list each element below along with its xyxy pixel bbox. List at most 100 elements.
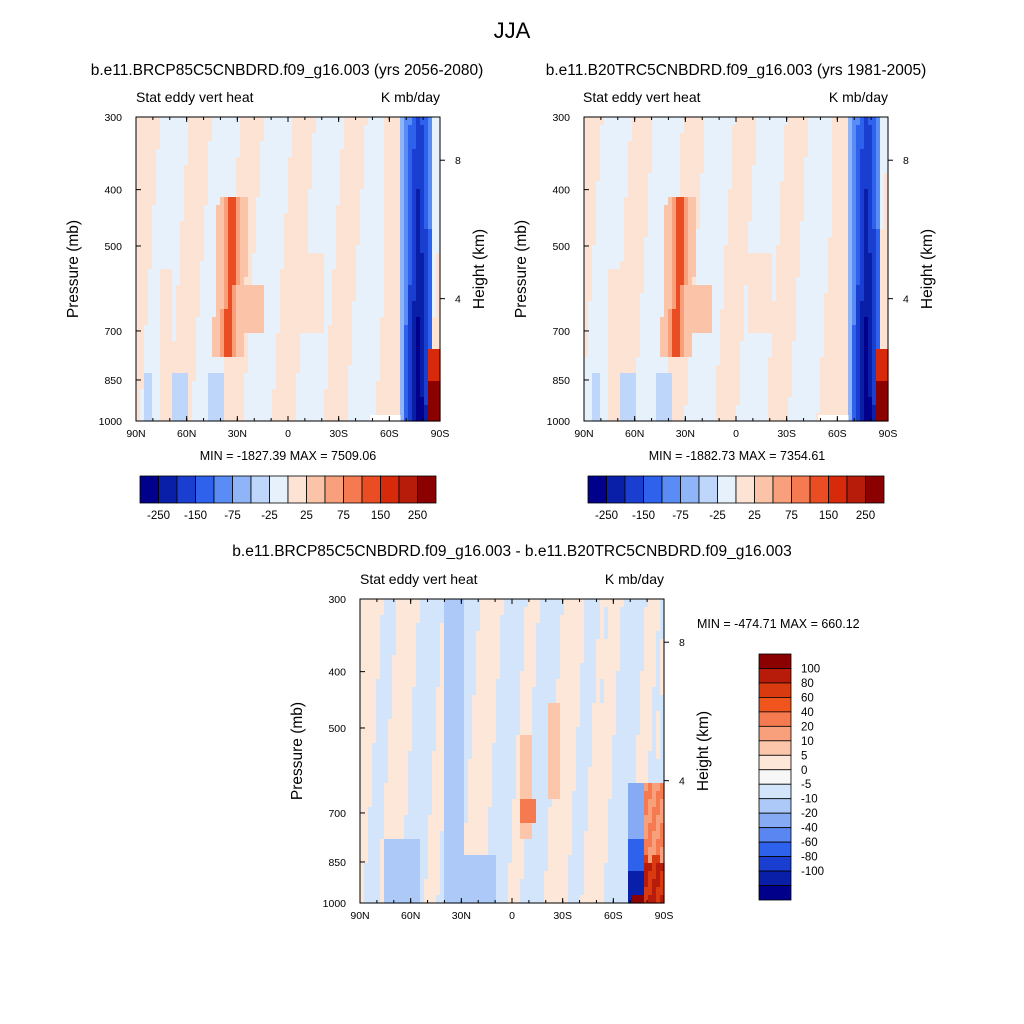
figure-title: JJA	[493, 18, 531, 43]
panel2-xtick-label: 0	[733, 428, 739, 440]
panel1-ytick-label: 700	[104, 326, 122, 338]
panel2-colorbar	[587, 475, 885, 504]
panel2-xtick-label: 30N	[676, 428, 695, 440]
panel3-minmax: MIN = -474.71 MAX = 660.12	[697, 617, 860, 631]
panel2-colorbar-label: 250	[856, 510, 875, 522]
panel3-colorbar-label: -60	[801, 837, 818, 849]
panel3-xtick-label: 30N	[452, 910, 471, 922]
panel1-xtick-label: 90S	[431, 428, 450, 440]
panel3-y2label: Height (km)	[695, 711, 712, 791]
panel1-y2tick-label: 4	[455, 294, 461, 306]
panel1-y2label: Height (km)	[471, 229, 488, 309]
panel2-colorbar-label: -75	[672, 510, 689, 522]
panel3-colorbar	[758, 653, 792, 901]
panel3-colorbar-label: 100	[801, 663, 820, 675]
panel1-colorbar-label: -75	[224, 510, 241, 522]
panel2-xtick-label: 60N	[625, 428, 644, 440]
panel2-y2tick-label: 8	[903, 155, 909, 167]
panel2-ytick-label: 300	[552, 112, 570, 124]
panel3-colorbar-label: 80	[801, 678, 814, 690]
panel2-xtick-label: 30S	[777, 428, 796, 440]
panel2-ytick-label: 1000	[547, 416, 571, 428]
panel2-xtick-label: 60S	[828, 428, 847, 440]
panel2-colorbar-label: 75	[785, 510, 798, 522]
panel3-colorbar-label: 60	[801, 692, 814, 704]
panel3-ytick-label: 400	[328, 667, 346, 679]
panel3-xtick-label: 90S	[655, 910, 674, 922]
panel2-colorbar-label: -150	[632, 510, 655, 522]
panel1-ylabel: Pressure (mb)	[65, 220, 82, 318]
panel3-ytick-label: 700	[328, 808, 346, 820]
panel3-colorbar-label: -100	[801, 866, 824, 878]
panel2-colorbar-label: -250	[595, 510, 618, 522]
panel3-colorbar-label: 5	[801, 750, 807, 762]
panel3-ytick-label: 500	[328, 723, 346, 735]
panel1-colorbar-label: 250	[408, 510, 427, 522]
panel3-colorbar-label: -40	[801, 823, 818, 835]
panel3-colorbar-label: 10	[801, 736, 814, 748]
panel2-ytick-label: 500	[552, 241, 570, 253]
panel3-xtick-label: 0	[509, 910, 515, 922]
panel2-ylabel: Pressure (mb)	[513, 220, 530, 318]
panel1-right-string: K mb/day	[380, 89, 440, 105]
panel1-ytick-label: 300	[104, 112, 122, 124]
panel1-ytick-label: 400	[104, 185, 122, 197]
panel3-xtick-label: 90N	[350, 910, 369, 922]
panel3-xtick-label: 30S	[553, 910, 572, 922]
panel3-right-string: K mb/day	[604, 571, 664, 587]
panel1-colorbar	[139, 475, 437, 504]
panel1-ytick-label: 500	[104, 241, 122, 253]
panel1-xtick-label: 60S	[380, 428, 399, 440]
panel2-colorbar-label: 25	[748, 510, 761, 522]
panel3-plot	[360, 599, 665, 904]
panel2-left-string: Stat eddy vert heat	[583, 89, 701, 105]
panel1-minmax: MIN = -1827.39 MAX = 7509.06	[199, 449, 377, 463]
panel3-colorbar-label: -80	[801, 852, 818, 864]
panel2-y2tick-label: 4	[903, 294, 909, 306]
panel2-plot	[584, 117, 889, 422]
panel3-colorbar-label: 40	[801, 707, 814, 719]
panel1-ytick-label: 850	[104, 375, 122, 387]
panel1-colorbar-label: 25	[300, 510, 313, 522]
panel2-right-string: K mb/day	[828, 89, 888, 105]
panel2-ytick-label: 700	[552, 326, 570, 338]
panel2-title: b.e11.B20TRC5CNBDRD.f09_g16.003 (yrs 198…	[545, 62, 927, 79]
panel1-colorbar-label: 75	[337, 510, 350, 522]
panel2-xtick-label: 90N	[574, 428, 593, 440]
panel1-plot	[136, 117, 441, 422]
panel2-y2label: Height (km)	[919, 229, 936, 309]
panel3-y2tick-label: 8	[679, 637, 685, 649]
panel2-ytick-label: 400	[552, 185, 570, 197]
panel2-colorbar-label: 150	[819, 510, 838, 522]
panel1-colorbar-label: -25	[261, 510, 278, 522]
panel3-colorbar-label: -5	[801, 779, 811, 791]
panel2-xtick-label: 90S	[879, 428, 898, 440]
panel1-xtick-label: 90N	[126, 428, 145, 440]
panel1-xtick-label: 30S	[329, 428, 348, 440]
panel3-title: b.e11.BRCP85C5CNBDRD.f09_g16.003 - b.e11…	[232, 543, 792, 560]
panel2-ytick-label: 850	[552, 375, 570, 387]
panel2-colorbar-label: -25	[709, 510, 726, 522]
panel1-colorbar-label: -250	[147, 510, 170, 522]
panel3-colorbar-label: -20	[801, 808, 818, 820]
panel3-ylabel: Pressure (mb)	[289, 702, 306, 800]
panel1-xtick-label: 30N	[228, 428, 247, 440]
panel1-xtick-label: 60N	[177, 428, 196, 440]
panel1-ytick-label: 1000	[99, 416, 123, 428]
panel3-colorbar-label: 20	[801, 721, 814, 733]
panel3-ytick-label: 1000	[323, 898, 347, 910]
panel1-left-string: Stat eddy vert heat	[136, 89, 254, 105]
panel3-xtick-label: 60N	[401, 910, 420, 922]
panel3-xtick-label: 60S	[604, 910, 623, 922]
panel1-y2tick-label: 8	[455, 155, 461, 167]
panel1-xtick-label: 0	[285, 428, 291, 440]
panel3-left-string: Stat eddy vert heat	[360, 571, 478, 587]
panel3-colorbar-label: 0	[801, 765, 807, 777]
panel1-title: b.e11.BRCP85C5CNBDRD.f09_g16.003 (yrs 20…	[90, 62, 484, 79]
panel3-ytick-label: 850	[328, 857, 346, 869]
panel3-ytick-label: 300	[328, 594, 346, 606]
panel3-colorbar-label: -10	[801, 794, 818, 806]
panel3-y2tick-label: 4	[679, 776, 685, 788]
panel1-colorbar-label: -150	[184, 510, 207, 522]
